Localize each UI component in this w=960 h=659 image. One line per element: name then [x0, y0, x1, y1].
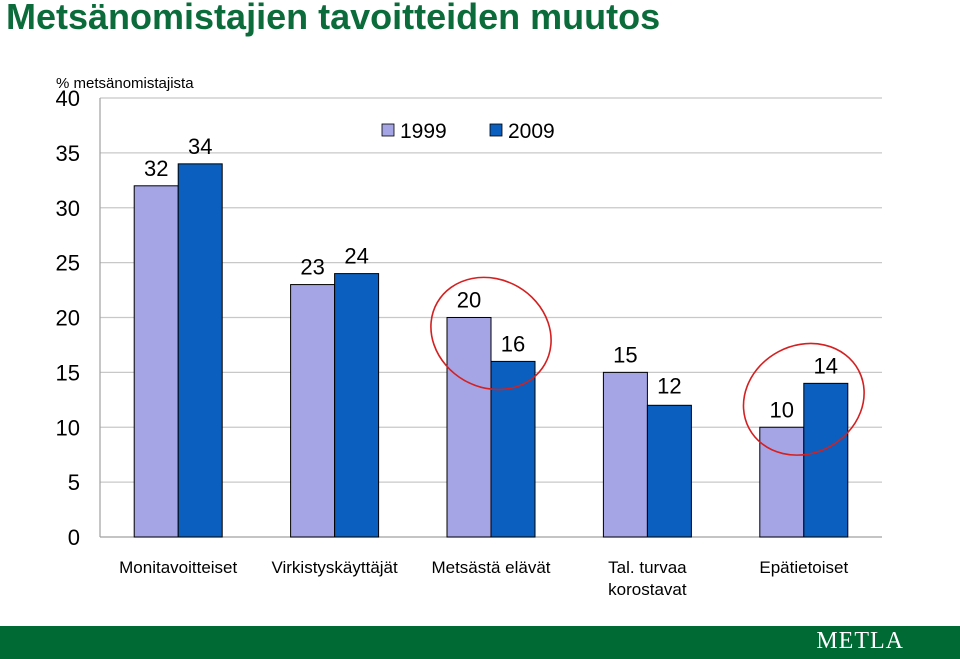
bar-2009	[803, 382, 849, 538]
y-tick-label: 30	[56, 196, 80, 221]
x-tick-label: korostavat	[608, 580, 687, 599]
bar-2009	[177, 163, 223, 538]
y-tick-label: 40	[56, 86, 80, 111]
y-tick-label: 0	[68, 525, 80, 550]
footer-bar: METLA	[0, 626, 960, 659]
data-label: 34	[188, 134, 212, 159]
x-axis-ticks: Monitavoitteiset Virkistyskäyttäjät Metsäs…	[119, 558, 848, 599]
y-tick-label: 5	[68, 470, 80, 495]
data-label: 16	[501, 331, 525, 356]
data-label: 14	[814, 353, 838, 378]
data-label: 23	[300, 255, 324, 280]
bar-2009	[490, 360, 536, 538]
data-label: 24	[344, 244, 368, 269]
metla-logo: METLA	[816, 628, 904, 654]
y-tick-label: 20	[56, 306, 80, 331]
bar-1999	[133, 185, 179, 538]
data-label: 32	[144, 156, 168, 181]
highlight-ellipse	[742, 342, 865, 456]
legend-swatch-1999	[381, 123, 395, 137]
x-tick-label: Metsästä elävät	[431, 558, 550, 577]
bar-2009	[646, 404, 692, 538]
y-tick-label: 25	[56, 251, 80, 276]
bar-1999	[602, 371, 648, 538]
data-labels: 32 34 23 24 20 16 15 12 10 14	[144, 134, 838, 422]
bar-2009	[334, 273, 380, 538]
y-tick-label: 10	[56, 415, 80, 440]
y-tick-label: 15	[56, 360, 80, 385]
data-label: 12	[657, 373, 681, 398]
legend-label: 1999	[400, 120, 447, 143]
data-label: 10	[770, 397, 794, 422]
bar-1999	[759, 426, 805, 538]
legend-swatch-2009	[489, 123, 503, 137]
y-axis-label: % metsänomistajista	[56, 75, 194, 92]
legend: 1999 2009	[381, 120, 555, 143]
x-tick-label: Monitavoitteiset	[119, 558, 237, 577]
y-tick-label: 35	[56, 141, 80, 166]
y-axis-ticks: 0 5 10 15 20 25 30 35 40	[56, 86, 80, 550]
data-label: 15	[613, 342, 637, 367]
data-label: 20	[457, 288, 481, 313]
bar-1999	[290, 284, 336, 538]
legend-label: 2009	[508, 120, 555, 143]
bar-1999	[446, 317, 492, 538]
highlight-ellipse	[430, 276, 552, 391]
bars	[133, 163, 849, 538]
x-tick-label: Virkistyskäyttäjät	[271, 558, 398, 577]
x-tick-label: Epätietoiset	[759, 558, 848, 577]
page-title: Metsänomistajien tavoitteiden muutos	[6, 0, 661, 37]
highlight-circles	[430, 276, 865, 456]
x-tick-label: Tal. turvaa	[608, 558, 687, 577]
